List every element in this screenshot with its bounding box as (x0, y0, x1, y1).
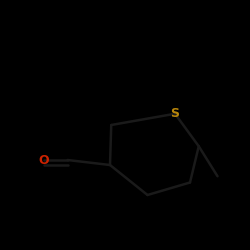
Text: S: S (170, 107, 179, 120)
Text: O: O (38, 154, 49, 166)
